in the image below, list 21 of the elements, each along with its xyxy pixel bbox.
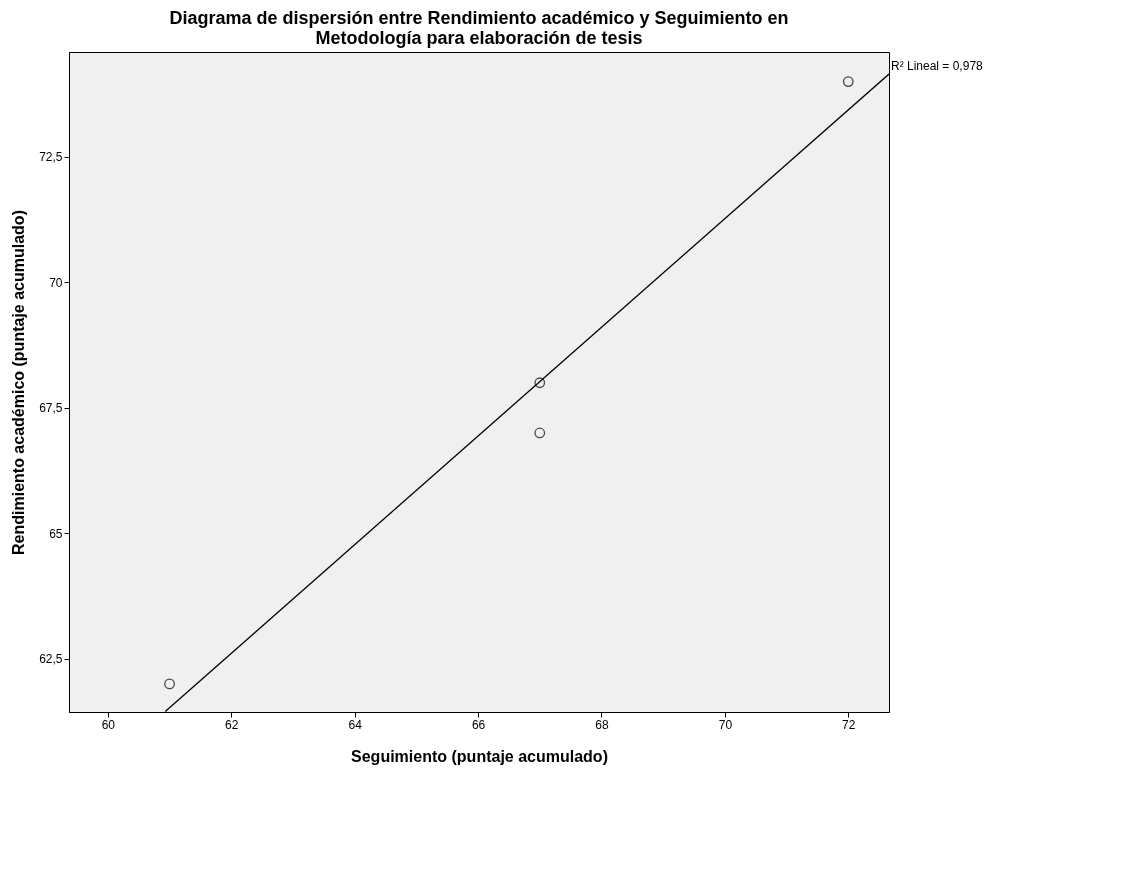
text: Diagrama de dispersión entre Rendimiento académico y Seguimiento en bbox=[169, 8, 789, 28]
point bbox=[534, 377, 546, 389]
x-tick-label: 68 bbox=[595, 717, 609, 732]
x-tick-label: 66 bbox=[471, 717, 486, 732]
x-tick-label: 62 bbox=[225, 717, 239, 732]
x-tick-label: 72 bbox=[842, 717, 856, 732]
y-tick-label: 72,5 bbox=[39, 150, 63, 165]
x-axis-title: Seguimiento (puntaje acumulado) bbox=[351, 747, 608, 765]
point bbox=[842, 76, 854, 87]
text: Metodología para elaboración de tesis bbox=[315, 28, 643, 48]
y-axis-title: Rendimiento académico (puntaje acumulado) bbox=[10, 210, 28, 555]
x-tick-label: 60 bbox=[101, 717, 116, 732]
x-tick-label: 64 bbox=[348, 717, 363, 732]
y-tick-label: 62,5 bbox=[39, 652, 63, 667]
x-tick-label: 70 bbox=[718, 717, 733, 732]
point bbox=[164, 678, 175, 690]
y-tick-label: 65 bbox=[49, 526, 63, 541]
y-tick-label: 70 bbox=[49, 275, 63, 290]
y-tick-label: 67,5 bbox=[39, 401, 63, 416]
point bbox=[534, 427, 546, 439]
text: R² Lineal = 0,978 bbox=[891, 59, 984, 73]
